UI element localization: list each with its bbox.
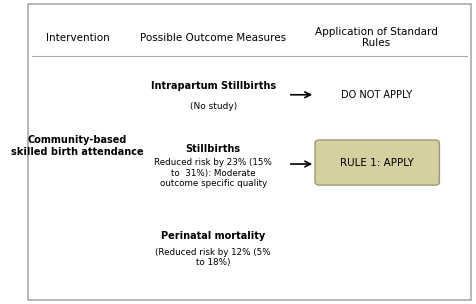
Text: Possible Outcome Measures: Possible Outcome Measures xyxy=(140,33,286,43)
Text: Stillbirths: Stillbirths xyxy=(185,144,240,154)
Text: Perinatal mortality: Perinatal mortality xyxy=(161,231,265,241)
Text: DO NOT APPLY: DO NOT APPLY xyxy=(340,90,411,100)
Text: Intervention: Intervention xyxy=(46,33,109,43)
Text: Reduced risk by 23% (15%
to  31%): Moderate
outcome specific quality: Reduced risk by 23% (15% to 31%): Modera… xyxy=(154,158,272,188)
Text: Community-based
skilled birth attendance: Community-based skilled birth attendance xyxy=(11,135,144,157)
Text: Application of Standard
Rules: Application of Standard Rules xyxy=(314,27,436,48)
Text: (Reduced risk by 12% (5%
to 18%): (Reduced risk by 12% (5% to 18%) xyxy=(155,248,270,267)
FancyBboxPatch shape xyxy=(314,140,438,185)
Text: RULE 1: APPLY: RULE 1: APPLY xyxy=(339,157,413,168)
FancyBboxPatch shape xyxy=(28,4,470,300)
Text: Intrapartum Stillbirths: Intrapartum Stillbirths xyxy=(150,81,275,91)
Text: (No study): (No study) xyxy=(189,102,237,111)
